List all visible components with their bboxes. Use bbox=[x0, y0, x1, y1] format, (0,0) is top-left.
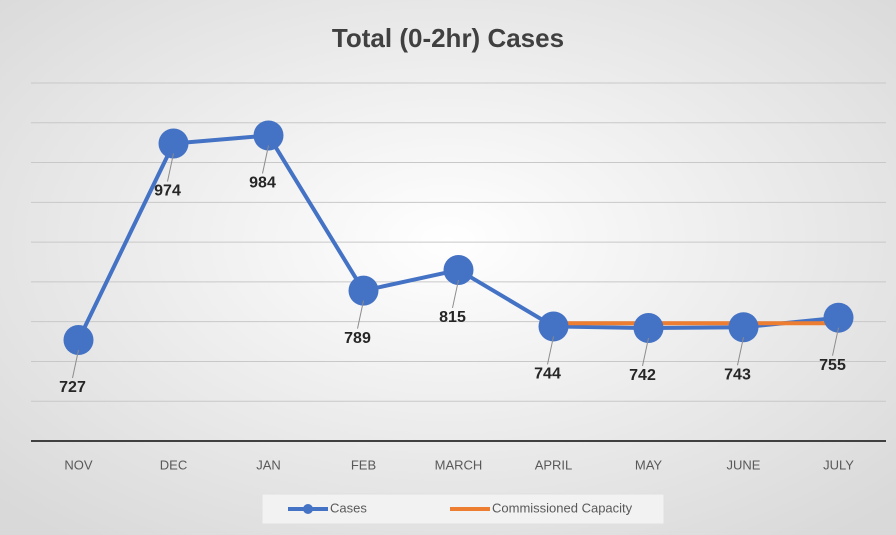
chart-title: Total (0-2hr) Cases bbox=[332, 23, 564, 53]
x-tick-label: DEC bbox=[160, 457, 187, 472]
leader-line bbox=[167, 153, 174, 182]
data-point bbox=[348, 275, 379, 306]
data-label: 743 bbox=[724, 366, 751, 383]
data-point bbox=[158, 128, 189, 159]
x-tick-label: APRIL bbox=[535, 457, 573, 472]
leader-line bbox=[262, 145, 269, 174]
x-tick-label: FEB bbox=[351, 457, 376, 472]
leader-line bbox=[737, 337, 744, 366]
data-point bbox=[633, 313, 664, 344]
leader-line bbox=[452, 279, 459, 309]
data-point bbox=[253, 120, 284, 151]
leader-line bbox=[357, 300, 364, 329]
data-label: 984 bbox=[249, 175, 276, 192]
data-point bbox=[443, 254, 474, 285]
x-tick-label: MAY bbox=[635, 457, 663, 472]
x-tick-label: JULY bbox=[823, 457, 854, 472]
leader-line bbox=[642, 337, 649, 367]
x-tick-label: MARCH bbox=[435, 457, 483, 472]
x-tick-label: NOV bbox=[64, 457, 93, 472]
leader-line bbox=[72, 349, 79, 379]
data-label: 789 bbox=[344, 330, 371, 347]
legend-label: Cases bbox=[330, 500, 367, 515]
data-point bbox=[63, 324, 94, 355]
data-label: 815 bbox=[439, 309, 466, 326]
x-tick-label: JUNE bbox=[727, 457, 761, 472]
legend-label: Commissioned Capacity bbox=[492, 500, 633, 515]
data-point bbox=[538, 311, 569, 342]
leader-line bbox=[832, 327, 839, 356]
data-label: 742 bbox=[629, 367, 656, 384]
data-label: 974 bbox=[154, 183, 181, 200]
data-label: 727 bbox=[59, 379, 86, 396]
data-point bbox=[823, 302, 854, 333]
legend-marker bbox=[303, 504, 313, 514]
x-tick-label: JAN bbox=[256, 457, 281, 472]
leader-line bbox=[547, 336, 554, 365]
data-label: 755 bbox=[819, 357, 846, 374]
data-label: 744 bbox=[534, 366, 561, 383]
data-point bbox=[728, 312, 759, 343]
